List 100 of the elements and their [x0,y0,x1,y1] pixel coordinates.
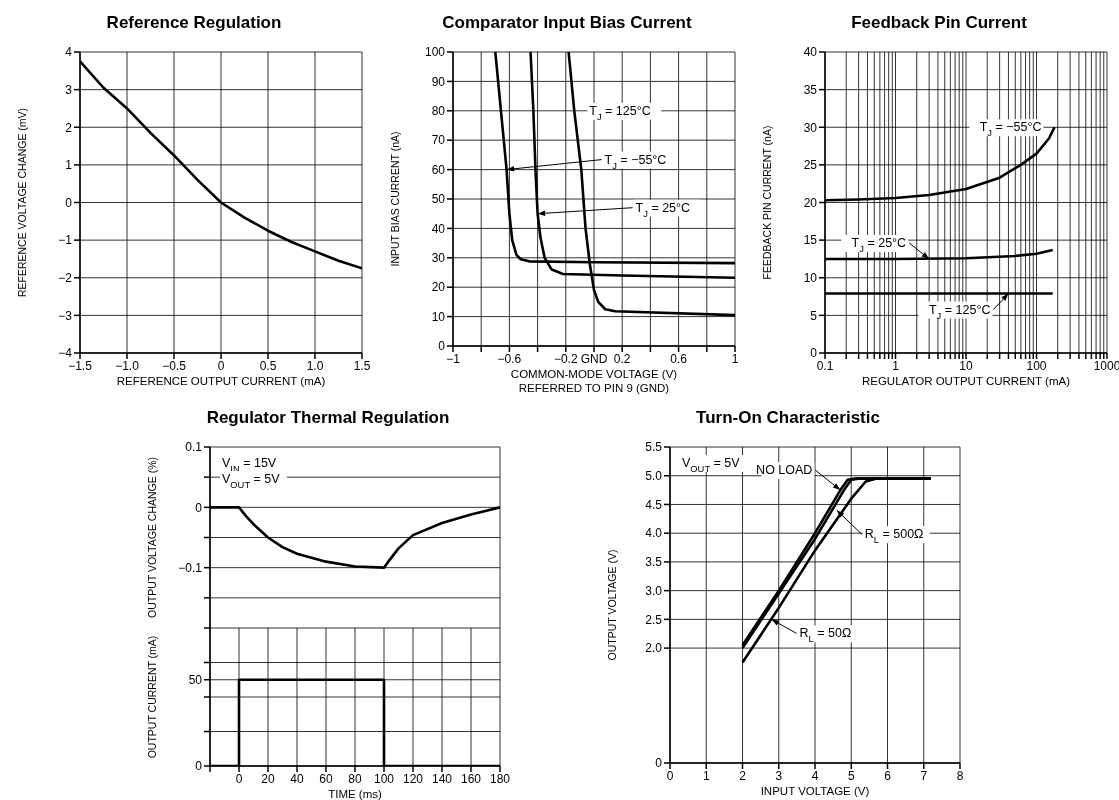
x-tick-label: 1 [702,768,710,783]
x-tick-label: 1.0 [306,358,324,373]
x-tick-label: 5 [847,768,855,783]
x-tick-label: 1000 [1093,358,1119,373]
chart-title: Regulator Thermal Regulation [205,407,451,429]
annotation: R$_{L}$ = 50Ω [799,626,852,645]
x-tick-label: 3 [775,768,783,783]
y-tick-label: 5.0 [645,468,663,483]
x-tick-label: −0.2 [553,351,578,366]
x-tick-label: 0 [235,771,243,786]
y-tick-label: 0 [438,339,446,354]
x-tick-label: 100 [373,771,395,786]
chart-title: Comparator Input Bias Current [441,12,693,34]
y-tick-label: −0.1 [178,560,203,575]
x-axis-title: COMMON-MODE VOLTAGE (V) REFERRED TO PIN 9 (GND) [510,368,678,394]
x-tick-label: 1 [731,351,739,366]
annotation: R$_{L}$ = 500Ω [864,527,924,546]
x-tick-label: 2 [739,768,747,783]
x-tick-label: 0 [666,768,674,783]
y-tick-label: 30 [431,251,446,266]
y-tick-label: 5 [810,308,818,323]
x-tick-label: 160 [460,771,482,786]
y-tick-label: 3 [65,82,73,97]
x-tick-label: −1.5 [68,358,93,373]
chart-title: Turn-On Characteristic [695,407,881,429]
y-tick-label: 10 [803,271,818,286]
y-tick-label: −1 [58,233,73,248]
x-tick-label: 60 [319,771,333,786]
x-tick-label: 0 [217,358,225,373]
y-axis-title: INPUT BIAS CURRENT (nA) [388,131,401,267]
x-axis-title: INPUT VOLTAGE (V) [760,785,870,797]
y-tick-label: −4 [58,346,73,361]
x-tick-label: 1.5 [353,358,371,373]
y-tick-label: −2 [58,271,73,286]
x-tick-label: GND [580,351,608,366]
x-tick-label: 0.6 [670,351,688,366]
y-tick-label: 1 [65,158,73,173]
y-tick-label: 0 [65,195,73,210]
y-tick-label: 100 [424,45,446,60]
y-tick-label: 4.0 [645,526,663,541]
y-tick-label: 5.5 [645,440,663,455]
x-axis-title: REGULATOR OUTPUT CURRENT (mA) [861,375,1071,387]
x-tick-label: 20 [261,771,275,786]
y-tick-label: 40 [803,45,818,60]
annotation: T$_{J}$ = −55°C [604,152,667,171]
y-tick-label: 15 [803,233,818,248]
x-tick-label: 0.2 [613,351,631,366]
x-tick-label: −0.6 [497,351,522,366]
y-tick-label: 30 [803,120,818,135]
annotation: NO LOAD [756,463,813,478]
y-tick-label: 2.5 [645,612,663,627]
x-tick-label: 40 [290,771,304,786]
y-tick-label: 70 [431,133,446,148]
y-tick-label: 20 [431,280,446,295]
y-axis-title: FEEDBACK PIN CURRENT (nA) [760,125,773,280]
y-tick-label: 4.5 [645,497,663,512]
y-tick-label: 80 [431,104,446,119]
y-axis-title: REFERENCE VOLTAGE CHANGE (mV) [15,107,28,298]
x-tick-label: 180 [489,771,511,786]
annotation: T$_{J}$ = −55°C [979,120,1042,139]
annotation: T$_{J}$ = 25°C [635,200,691,219]
y-tick-label: 50 [431,192,446,207]
y-axis-title: OUTPUT VOLTAGE CHANGE (%) [145,456,158,619]
x-tick-label: 1 [892,358,900,373]
x-tick-label: 6 [884,768,892,783]
chart-title: Reference Regulation [105,12,283,34]
x-tick-label: 10 [959,358,973,373]
x-tick-label: −1 [446,351,461,366]
y-tick-label: 60 [431,162,446,177]
y-tick-label: 3.5 [645,555,663,570]
x-tick-label: 80 [348,771,362,786]
x-tick-label: 120 [402,771,424,786]
x-tick-label: −1.0 [115,358,140,373]
y-tick-label: 2 [65,120,73,135]
x-tick-label: 100 [1026,358,1047,373]
x-tick-label: 140 [431,771,453,786]
annotation: V$_{OUT}$ = 5V [682,456,741,474]
x-axis-title: REFERENCE OUTPUT CURRENT (mA) [116,375,326,387]
y-tick-label: 90 [431,74,446,89]
y-tick-label: 3.0 [645,583,663,598]
y-tick-label: 35 [803,82,818,97]
x-tick-label: −0.5 [162,358,187,373]
y-tick-label: 4 [65,45,73,60]
y-axis-title: OUTPUT VOLTAGE (V) [605,549,618,661]
x-tick-label: 8 [956,768,964,783]
y-tick-label: 40 [431,221,446,236]
x-tick-label: 0.5 [259,358,277,373]
y-tick-label: 20 [803,195,818,210]
y-axis-title: OUTPUT CURRENT (mA) [145,635,158,759]
y-tick-label: 10 [431,309,446,324]
annotation: V$_{OUT}$ = 5V [222,472,281,490]
x-axis-title: TIME (ms) [328,788,382,800]
chart-title: Feedback Pin Current [850,12,1028,34]
y-tick-label: 50 [188,673,203,688]
y-tick-label: −3 [58,308,73,323]
y-tick-label: 0 [655,756,663,771]
y-tick-label: 0 [195,500,203,515]
annotation: T$_{J}$ = 125°C [589,103,651,122]
y-tick-label: 25 [803,158,818,173]
annotation: T$_{J}$ = 25°C [851,235,907,254]
